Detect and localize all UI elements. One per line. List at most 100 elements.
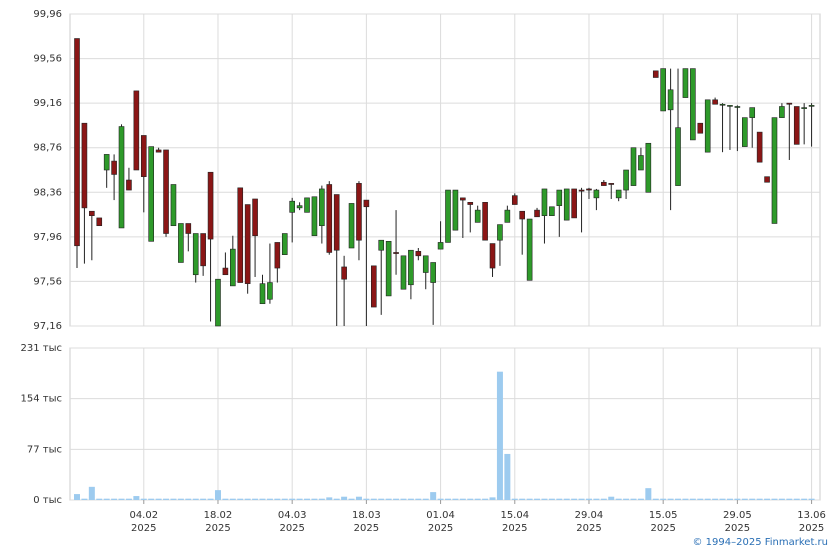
volume-bar <box>385 498 392 500</box>
candle-body <box>230 248 236 287</box>
x-tick-year: 2025 <box>354 523 379 534</box>
volume-bar <box>741 498 748 500</box>
volume-bar <box>266 498 273 500</box>
volume-bar <box>185 498 192 500</box>
candle-body <box>697 122 704 134</box>
volume-bar <box>793 498 800 500</box>
volume-bar <box>318 498 325 500</box>
volume-bar <box>771 498 778 500</box>
candle-body <box>163 149 169 234</box>
candle-body <box>704 99 711 153</box>
volume-bar <box>786 498 793 500</box>
volume-bar <box>726 498 733 500</box>
volume-bar <box>519 498 526 500</box>
volume-bar <box>808 498 815 500</box>
volume-bar <box>244 498 251 500</box>
volume-bar <box>111 498 118 500</box>
candle-body <box>89 210 95 216</box>
candle-body <box>244 204 251 284</box>
x-tick-label: 15.04 <box>500 510 529 521</box>
candle-body <box>326 184 333 253</box>
volume-bar <box>326 497 333 500</box>
volume-bar <box>304 498 311 500</box>
volume-bar <box>296 498 303 500</box>
candle-body <box>155 149 162 153</box>
copyright: © 1994–2025 Finmarket.ru <box>692 537 828 548</box>
x-tick-year: 2025 <box>205 523 230 534</box>
x-tick-label: 13.06 <box>797 510 826 521</box>
volume-bar <box>712 498 719 500</box>
volume-bar <box>571 498 578 500</box>
volume-bar <box>355 496 362 500</box>
volume-bar <box>548 498 555 500</box>
volume-bar <box>133 496 140 500</box>
candle-body <box>771 117 778 224</box>
volume-bar <box>578 498 585 500</box>
volume-bar <box>778 498 785 500</box>
volume-bar <box>689 498 696 500</box>
candle-body <box>356 183 362 241</box>
x-tick-label: 04.02 <box>129 510 158 521</box>
candle-body <box>400 255 407 290</box>
candle-body <box>259 283 266 305</box>
candle-body <box>467 202 474 205</box>
x-tick-label: 01.04 <box>426 510 455 521</box>
candle-body <box>660 68 666 112</box>
volume-bar <box>563 498 570 500</box>
candle-body <box>296 205 303 209</box>
volume-bar <box>200 498 207 500</box>
volume-bar <box>430 492 437 500</box>
candle-body <box>786 102 793 105</box>
volume-bar <box>177 498 184 500</box>
volume-bar <box>163 498 170 500</box>
candle-body <box>719 103 726 106</box>
volume-bar <box>623 498 630 500</box>
x-tick-label: 15.05 <box>649 510 678 521</box>
candle-body <box>593 189 600 199</box>
volume-bar <box>378 498 385 500</box>
volume-bar <box>764 498 771 500</box>
candle-body <box>556 189 563 206</box>
candle-body <box>630 147 637 186</box>
volume-bar <box>459 498 466 500</box>
volume-bar <box>415 498 422 500</box>
candle-body <box>741 117 748 147</box>
candle-body <box>734 106 741 108</box>
candle-body <box>727 105 733 107</box>
volume-bar <box>393 498 400 500</box>
candle-body <box>519 210 526 220</box>
volume-bar <box>311 498 318 500</box>
candle-body <box>489 243 496 269</box>
candle-body <box>623 169 629 191</box>
y-tick-label: 97,96 <box>33 232 62 243</box>
volume-bar <box>155 498 162 500</box>
candle-body <box>638 155 644 171</box>
candle-body <box>474 209 481 223</box>
candle-body <box>140 135 147 177</box>
volume-bar <box>118 498 125 500</box>
candle-body <box>764 176 770 183</box>
candle-body <box>437 242 444 250</box>
candle-body <box>185 223 192 234</box>
candle-body <box>534 209 540 218</box>
candle-body <box>460 197 466 201</box>
volume-bar <box>445 498 451 500</box>
x-tick-year: 2025 <box>502 523 527 534</box>
x-tick-label: 29.05 <box>723 510 752 521</box>
candle-body <box>274 242 281 269</box>
volume-bar <box>630 498 637 500</box>
volume-bar <box>192 498 199 500</box>
candle-body <box>215 278 221 327</box>
volume-bar <box>734 498 741 500</box>
volume-bar <box>103 498 110 500</box>
y-tick-label: 97,16 <box>33 321 62 332</box>
volume-bar <box>252 498 259 500</box>
volume-bar <box>652 498 659 500</box>
volume-bar <box>749 498 756 500</box>
x-tick-label: 18.02 <box>204 510 233 521</box>
candle-body <box>133 90 140 171</box>
y-tick-label: 154 тыс <box>21 394 62 405</box>
candle-body <box>808 105 815 107</box>
candle-body <box>385 241 392 297</box>
